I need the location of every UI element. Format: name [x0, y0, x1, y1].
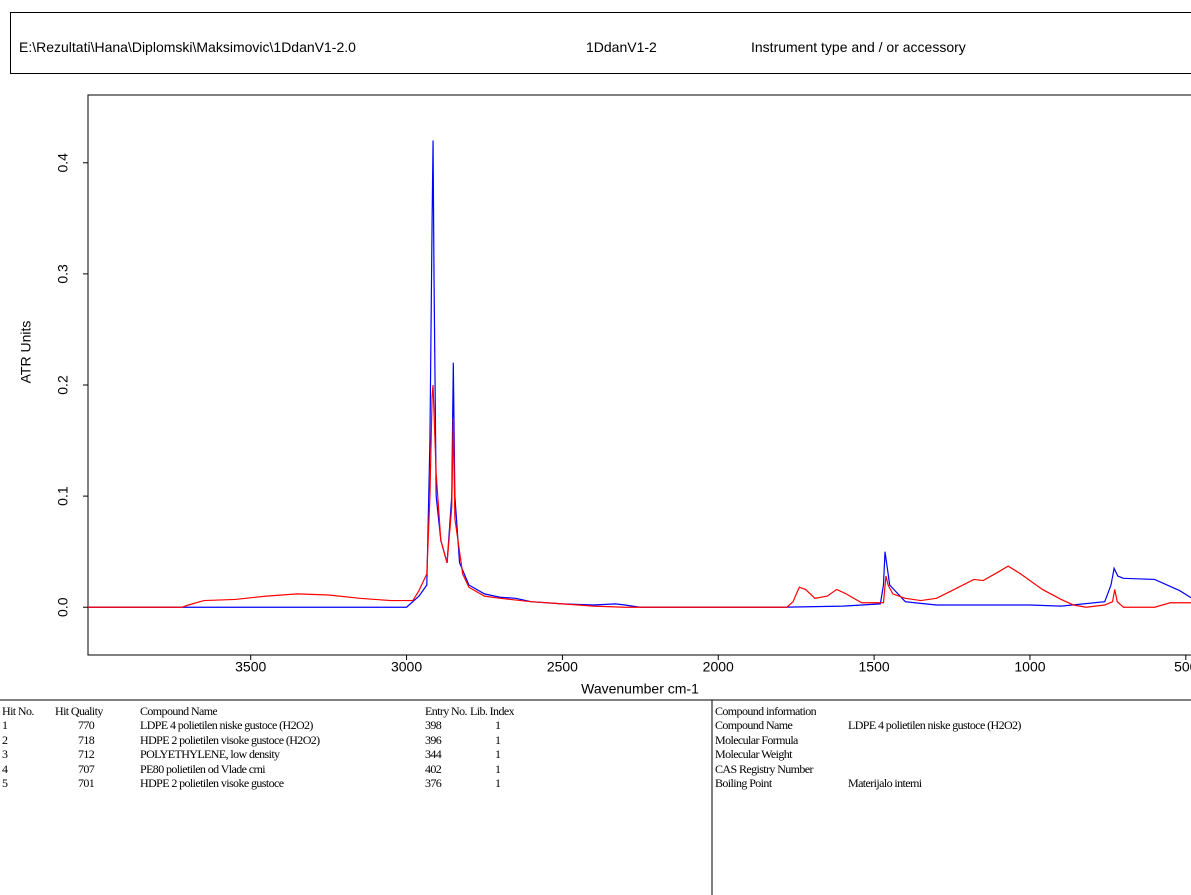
hit-cell: 396: [425, 732, 442, 747]
hit-cell: 344: [425, 747, 442, 761]
hit-cell: HDPE 2 polietilen visoke gustoce: [140, 776, 284, 790]
hit-cell: 1: [495, 747, 501, 761]
hit-cell: 707: [78, 761, 95, 776]
column-header: Hit No.: [2, 704, 34, 718]
info-label: Compound Name: [715, 718, 793, 732]
hit-cell: 718: [78, 732, 95, 747]
hit-cell: 3: [2, 747, 8, 761]
info-value: LDPE 4 polietilen niske gustoce (H2O2): [848, 718, 1021, 732]
info-label: Molecular Formula: [715, 732, 798, 747]
hit-cell: 1: [495, 732, 501, 747]
y-tick-label: 0.0: [55, 597, 71, 617]
header-box: E:\Rezultati\Hana\Diplomski\Maksimovic\1…: [10, 12, 1191, 74]
y-tick-label: 0.1: [55, 486, 71, 506]
hit-cell: 1: [2, 718, 8, 732]
hit-cell: PE80 polietilen od Vlade crni: [140, 761, 266, 776]
hit-cell: 1: [495, 718, 501, 732]
column-header: Entry No.: [425, 704, 467, 718]
hit-cell: 2: [2, 732, 8, 747]
y-axis-label: ATR Units: [18, 321, 34, 384]
spectrum-line: [88, 384, 1191, 608]
info-label: Molecular Weight: [715, 747, 792, 761]
info-value: Materijalo interni: [848, 776, 922, 790]
file-path: E:\Rezultati\Hana\Diplomski\Maksimovic\1…: [19, 39, 356, 55]
plot-frame: [87, 94, 1191, 656]
x-tick-label: 2500: [547, 659, 578, 675]
hit-cell: 398: [425, 718, 442, 732]
info-title: Compound information: [715, 704, 816, 718]
instrument: Instrument type and / or accessory: [751, 39, 966, 55]
x-axis-label: Wavenumber cm-1: [581, 681, 699, 697]
hit-cell: HDPE 2 polietilen visoke gustoce (H2O2): [140, 732, 320, 747]
info-label: Boiling Point: [715, 776, 772, 790]
hit-cell: 5: [2, 776, 8, 790]
hit-cell: 4: [2, 761, 8, 776]
y-tick-label: 0.2: [55, 375, 71, 395]
column-header: Hit Quality: [55, 704, 103, 718]
sample-name: 1DdanV1-2: [586, 39, 657, 55]
column-header: Compound Name: [140, 704, 218, 718]
hit-cell: 701: [78, 776, 95, 790]
x-tick-label: 2000: [703, 659, 734, 675]
hit-cell: LDPE 4 polietilen niske gustoce (H2O2): [140, 718, 313, 732]
hit-cell: 770: [78, 718, 95, 732]
hit-cell: POLYETHYLENE, low density: [140, 747, 280, 761]
x-tick-label: 1000: [1014, 659, 1045, 675]
hit-cell: 712: [78, 747, 95, 761]
spectrum-line: [88, 140, 1191, 608]
x-tick-label: 500: [1174, 659, 1191, 675]
info-label: CAS Registry Number: [715, 761, 814, 776]
hit-cell: 402: [425, 761, 442, 776]
x-tick-label: 3000: [391, 659, 422, 675]
hit-cell: 1: [495, 776, 501, 790]
column-header: Lib. Index: [470, 704, 514, 718]
y-tick-label: 0.3: [55, 264, 71, 284]
y-tick-label: 0.4: [55, 153, 71, 173]
x-tick-label: 3500: [235, 659, 266, 675]
hit-cell: 1: [495, 761, 501, 776]
x-tick-label: 1500: [859, 659, 890, 675]
hit-cell: 376: [425, 776, 442, 790]
